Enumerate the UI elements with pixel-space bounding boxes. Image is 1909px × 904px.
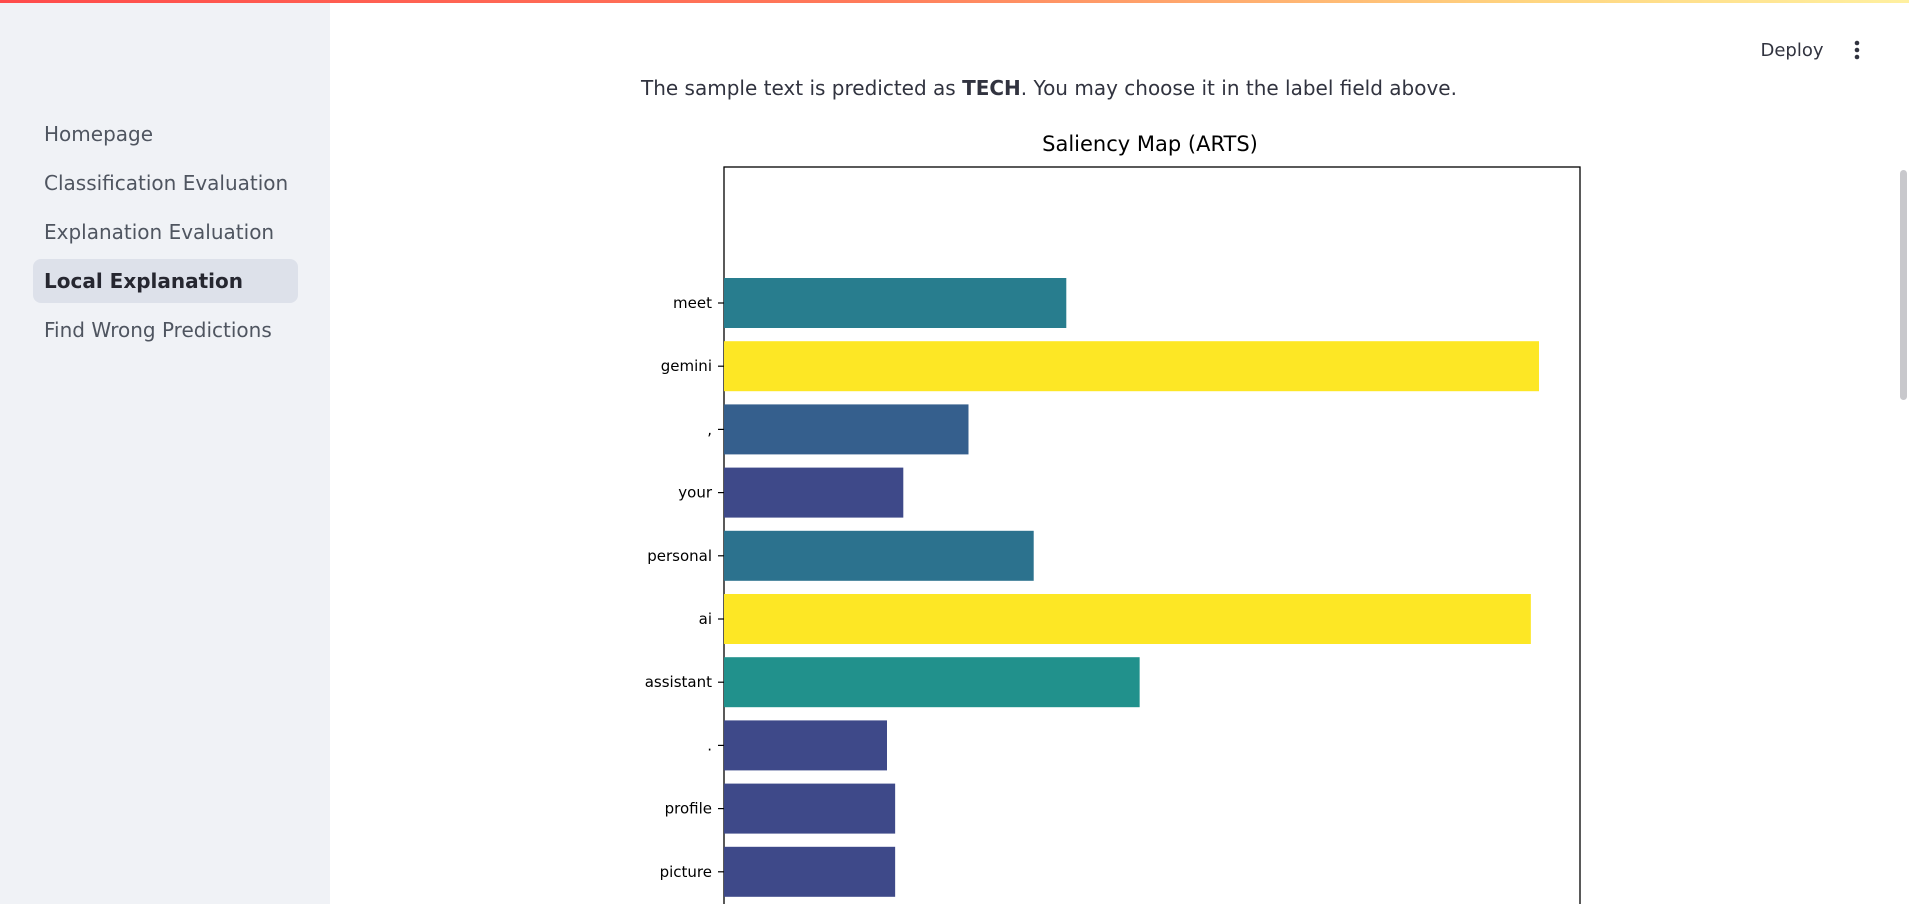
y-ticks-group: meet gemini, your personal ai assistant. profi… bbox=[645, 294, 724, 881]
caption-prefix: The sample text is predicted as bbox=[641, 76, 963, 100]
sidebar-item-label: Explanation Evaluation bbox=[44, 220, 275, 244]
y-tick-label: assistant bbox=[645, 673, 712, 691]
predicted-label: TECH bbox=[962, 76, 1021, 100]
sidebar: Homepage Classification Evaluation Expla… bbox=[0, 0, 330, 904]
page-scrollbar-thumb[interactable] bbox=[1900, 170, 1907, 400]
sidebar-item-label: Homepage bbox=[44, 122, 154, 146]
saliency-map-chart: Saliency Map (ARTS) meet gemini, your perso… bbox=[645, 132, 1581, 904]
y-tick-label: profile bbox=[665, 800, 712, 818]
caption-suffix: . You may choose it in the label field a… bbox=[1020, 76, 1457, 100]
sidebar-item-explanation-evaluation[interactable]: Explanation Evaluation bbox=[33, 210, 298, 254]
bars-group bbox=[724, 278, 1539, 897]
sidebar-item-label: Local Explanation bbox=[44, 269, 244, 293]
bar-2 bbox=[724, 404, 969, 455]
prediction-caption: The sample text is predicted as TECH. Yo… bbox=[641, 76, 1457, 100]
bar-7 bbox=[724, 720, 887, 771]
bar-9 bbox=[724, 846, 896, 897]
top-decoration-bar bbox=[0, 0, 1909, 3]
sidebar-item-label: Classification Evaluation bbox=[44, 171, 289, 195]
sidebar-item-homepage[interactable]: Homepage bbox=[33, 112, 298, 156]
bar-4 bbox=[724, 530, 1034, 581]
bar-8 bbox=[724, 783, 896, 834]
y-tick-label: meet bbox=[673, 294, 712, 312]
sidebar-nav: Homepage Classification Evaluation Expla… bbox=[33, 112, 298, 357]
sidebar-item-classification-evaluation[interactable]: Classification Evaluation bbox=[33, 161, 298, 205]
y-tick-label: personal bbox=[647, 547, 712, 565]
y-tick-label: picture bbox=[660, 863, 712, 881]
y-tick-label: , bbox=[707, 420, 712, 438]
sidebar-item-label: Find Wrong Predictions bbox=[44, 318, 272, 342]
sidebar-item-local-explanation[interactable]: Local Explanation bbox=[33, 259, 298, 303]
deploy-button[interactable]: Deploy bbox=[1760, 39, 1824, 61]
bar-5 bbox=[724, 594, 1531, 644]
y-tick-label: gemini bbox=[661, 357, 712, 375]
y-tick-label: ai bbox=[699, 610, 712, 628]
main-menu-button[interactable] bbox=[1842, 33, 1872, 67]
bar-3 bbox=[724, 467, 904, 518]
page-scrollbar[interactable] bbox=[1897, 0, 1909, 904]
sidebar-item-find-wrong-predictions[interactable]: Find Wrong Predictions bbox=[33, 308, 298, 352]
chart-title: Saliency Map (ARTS) bbox=[1042, 132, 1258, 156]
bar-1 bbox=[724, 341, 1539, 392]
bar-6 bbox=[724, 657, 1140, 708]
y-tick-label: your bbox=[678, 484, 713, 502]
bar-0 bbox=[724, 278, 1067, 328]
kebab-menu-icon bbox=[1854, 40, 1860, 60]
y-tick-label: . bbox=[707, 736, 712, 754]
